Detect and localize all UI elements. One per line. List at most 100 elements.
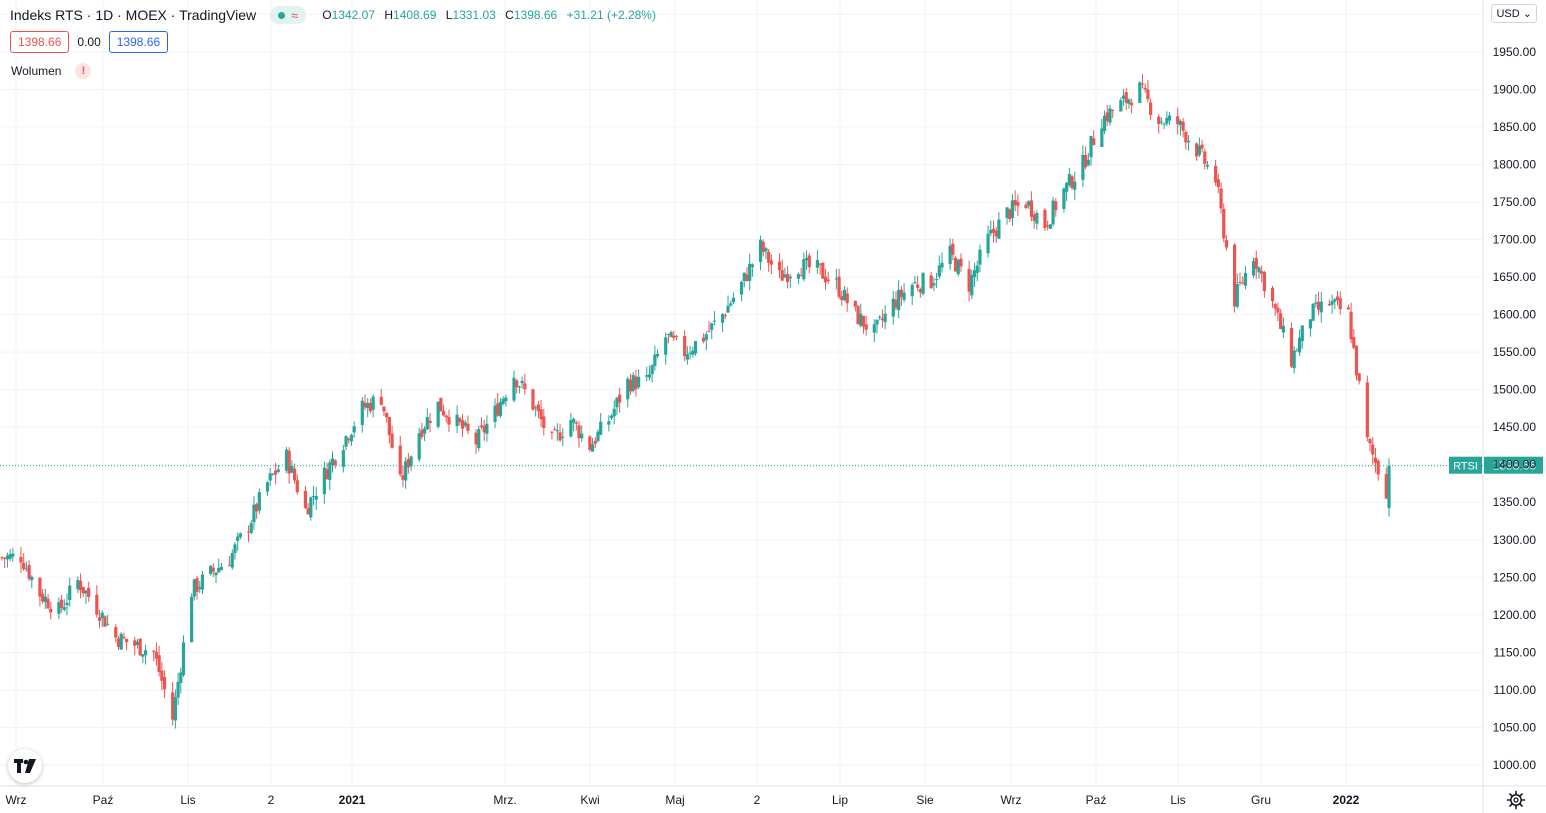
candle-body [306,508,310,515]
candle-body [1319,301,1323,313]
candle-body [1027,201,1031,206]
low-label: L [445,8,453,22]
y-tick-label: 1750.00 [1493,195,1537,209]
candle-body [1016,202,1020,206]
candle-body [466,423,470,431]
chart-legend: Indeks RTS · 1D · MOEX · TradingView ≈ O… [10,6,656,24]
x-tick-label: Lip [832,793,848,807]
close-label: C [505,8,514,22]
candle-body [1024,204,1028,209]
symbol-title[interactable]: Indeks RTS · 1D · MOEX · TradingView [10,7,257,23]
candle-body [1308,319,1313,329]
candle-body [1354,345,1359,376]
candle-body [1314,302,1318,304]
candle-body [1178,120,1183,126]
candle-body [986,233,990,254]
candle-body [363,402,367,408]
volume-indicator[interactable]: Wolumen ! [11,63,92,79]
candle-body [796,274,801,279]
candle-body [650,365,654,375]
candle-body [1330,301,1334,305]
candle-body [479,425,484,428]
candle-body [1368,439,1372,444]
candle-body [119,633,123,650]
candle-body [645,375,649,377]
candle-body [1005,207,1009,218]
candle-body [330,458,335,466]
candle-body [143,650,148,656]
y-tick-label: 1900.00 [1493,82,1537,96]
warning-icon[interactable]: ! [75,63,92,79]
candle-body [19,556,23,563]
y-tick-label: 1550.00 [1493,345,1537,359]
candle-body [390,433,394,448]
candle-body [1241,282,1245,284]
candle-body [349,434,354,442]
market-status-pill[interactable]: ≈ [270,6,307,24]
time-axis[interactable]: Wrz Paź Lis 2 2021 Mrz. Kwi Maj 2 Lip Sie Wrz Paź Lis… [5,793,1359,807]
candle-body [1176,116,1180,125]
candle-body [783,274,787,278]
candle-body [352,426,356,433]
candle-body [702,337,706,342]
candle-body [1349,311,1353,340]
candle-body [571,418,576,423]
candle-body [404,461,408,481]
x-tick-label: Wrz [1000,793,1021,807]
candle-body [853,301,857,307]
currency-selector[interactable]: USD ⌄ [1491,4,1537,23]
candle-body [387,417,391,436]
candle-body [691,350,695,355]
candle-body [550,431,554,433]
candle-body [125,638,129,643]
candle-body [1376,460,1380,475]
high-label: H [384,8,394,22]
candle-body [674,335,679,337]
candle-body [463,422,467,426]
price-axis[interactable]: 1000.00 1050.00 1100.00 1150.00 1200.00 1250.… [1493,7,1537,772]
candle-body [1010,200,1015,218]
candle-body [707,330,711,332]
candle-body [534,407,538,409]
candle-body [496,403,500,416]
candle-body [57,602,61,614]
candle-body [192,579,196,597]
candle-body [1195,143,1199,157]
tradingview-logo-icon[interactable] [8,749,42,783]
candle-body [1333,299,1337,302]
sell-price-button[interactable]: 1398.66 [10,31,70,53]
candle-body [1130,102,1134,106]
candle-body [162,677,167,690]
x-tick-label: 2021 [339,793,366,807]
x-tick-label: Paź [93,793,114,807]
candle-body [1216,179,1220,187]
x-tick-label: Mrz. [493,793,516,807]
candle-body [1281,325,1285,333]
candle-body [311,495,316,497]
buy-price-button[interactable]: 1398.66 [108,31,169,53]
candle-body [1371,444,1375,455]
candle-body [190,596,194,643]
candle-body [1311,303,1315,321]
gear-icon[interactable] [1506,790,1526,810]
candle-body [989,229,993,234]
candle-body [287,450,291,474]
candle-body [899,289,903,298]
candle-body [1273,304,1277,309]
candle-body [11,553,15,557]
candle-body [179,672,183,683]
candle-body [227,565,232,567]
candle-body [249,523,253,534]
candle-body [233,544,237,554]
candle-body [864,324,868,330]
candle-body [455,414,459,427]
candle-body [1316,301,1321,310]
candle-body [22,563,26,570]
candle-body [1257,267,1261,273]
candle-body [1197,145,1201,155]
candle-body [30,576,34,581]
candle-body [607,421,611,425]
candle-body [1013,199,1017,206]
candle-body [1200,144,1204,149]
